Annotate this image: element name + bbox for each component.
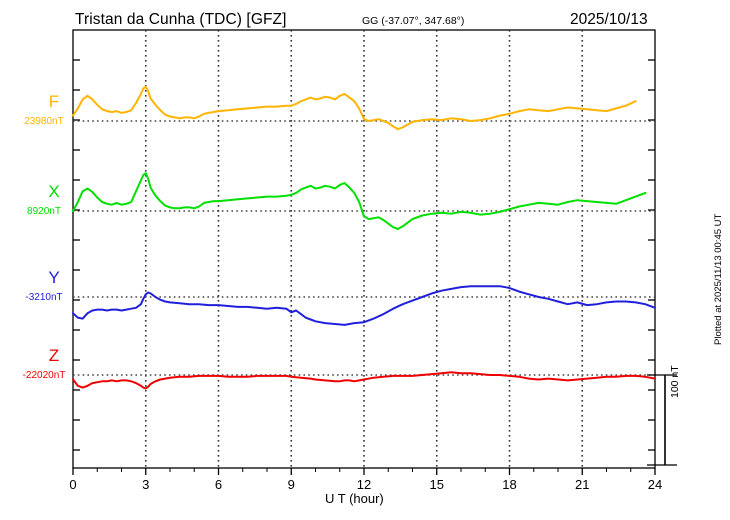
geographic-coordinates: GG (-37.07°, 347.68°) — [362, 15, 465, 27]
trace-X — [72, 172, 647, 230]
trace-F — [72, 85, 637, 131]
component-baseline-F: 23980nT — [24, 116, 63, 127]
x-tick-label: 18 — [502, 477, 516, 492]
component-baseline-Y: -3210nT — [25, 292, 62, 303]
component-label-X: X — [48, 182, 59, 201]
observation-date: 2025/10/13 — [570, 11, 648, 28]
component-baseline-Z: -22020nT — [23, 370, 66, 381]
x-tick-label: 15 — [430, 477, 444, 492]
x-tick-label: 6 — [215, 477, 222, 492]
x-tick-label: 12 — [357, 477, 371, 492]
x-tick-label: 0 — [69, 477, 76, 492]
plotted-timestamp: Plotted at 2025/11/13 00:45 UT — [713, 213, 724, 345]
component-label-Y: Y — [48, 268, 59, 287]
x-axis-title: U T (hour) — [325, 491, 384, 506]
component-label-F: F — [49, 92, 59, 111]
scale-bar-label: 100 nT — [669, 365, 681, 398]
trace-Z — [72, 371, 656, 390]
x-tick-label: 9 — [288, 477, 295, 492]
x-tick-label: 3 — [142, 477, 149, 492]
x-tick-label: 21 — [575, 477, 589, 492]
station-title: Tristan da Cunha (TDC) [GFZ] — [75, 11, 287, 28]
component-baseline-X: 8920nT — [27, 206, 61, 217]
component-label-Z: Z — [49, 346, 59, 365]
x-tick-label: 24 — [648, 477, 662, 492]
trace-Y — [72, 285, 656, 326]
